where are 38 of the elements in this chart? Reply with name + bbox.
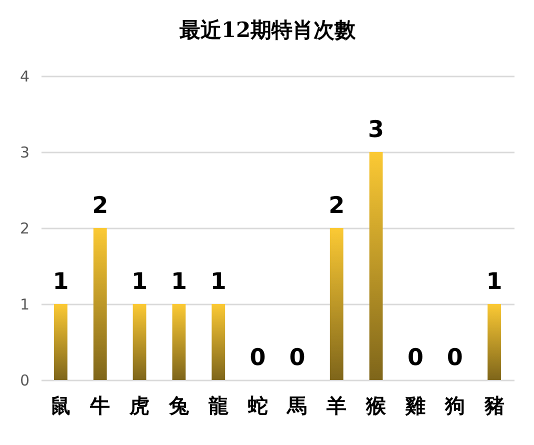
x-tick-label: 羊	[326, 394, 347, 418]
data-label: 1	[170, 269, 187, 295]
y-tick-label: 1	[20, 296, 30, 314]
x-tick-label: 龍	[207, 394, 228, 418]
data-label: 1	[52, 269, 69, 295]
data-label: 2	[328, 193, 345, 219]
data-label: 0	[407, 345, 424, 371]
bar	[93, 228, 107, 380]
x-tick-label: 蛇	[246, 394, 268, 418]
y-tick-label: 0	[20, 372, 30, 390]
x-tick-label: 牛	[89, 394, 110, 418]
x-tick-label: 馬	[286, 394, 308, 418]
data-label: 2	[92, 193, 108, 219]
data-label: 1	[132, 269, 148, 295]
bar	[132, 304, 146, 380]
data-label: 1	[486, 269, 502, 295]
y-tick-label: 4	[20, 68, 30, 86]
x-tick-label: 兔	[168, 394, 190, 418]
data-label: 1	[210, 269, 226, 295]
x-tick-label: 鼠	[50, 394, 71, 418]
x-tick-label: 雞	[404, 394, 426, 418]
data-label: 0	[289, 345, 306, 371]
x-tick-label: 猴	[365, 394, 388, 418]
chart-title: 最近12期特肖次數	[178, 17, 357, 42]
bar	[172, 304, 186, 380]
x-tick-label: 狗	[444, 394, 465, 418]
data-label: 0	[250, 345, 266, 371]
x-tick-label: 虎	[128, 394, 150, 418]
x-tick-label: 豬	[483, 394, 504, 418]
data-label: 3	[368, 117, 384, 143]
data-label: 0	[446, 345, 463, 371]
bar	[54, 304, 68, 380]
bar	[369, 152, 383, 380]
bar	[488, 304, 501, 380]
y-tick-label: 2	[20, 220, 30, 238]
y-tick-label: 3	[20, 144, 30, 162]
bar	[212, 304, 226, 380]
bar	[330, 228, 344, 380]
